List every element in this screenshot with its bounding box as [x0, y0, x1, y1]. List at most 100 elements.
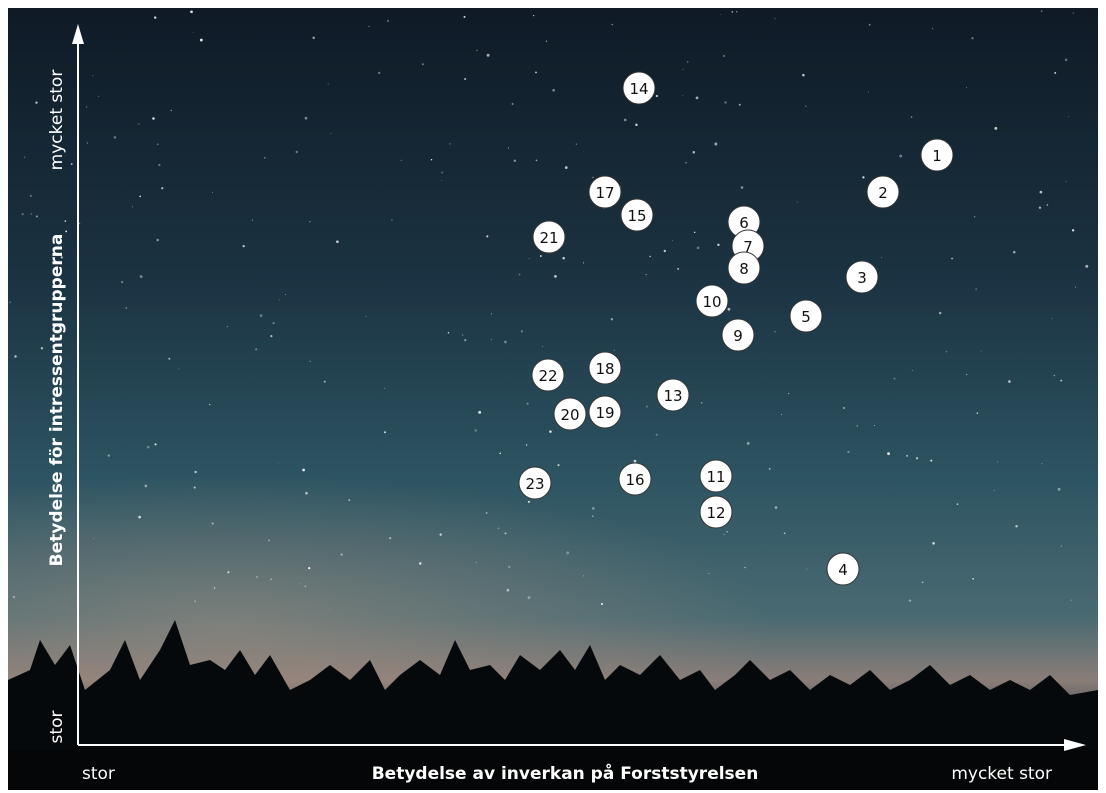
point-label: 22	[538, 367, 557, 385]
star	[513, 159, 517, 163]
star	[1012, 250, 1016, 254]
star	[476, 49, 478, 51]
star	[915, 457, 919, 460]
star	[974, 216, 976, 218]
star	[1075, 286, 1076, 288]
point-marker	[553, 397, 587, 431]
star	[299, 583, 301, 585]
star	[746, 442, 750, 445]
point-label: 14	[629, 80, 648, 98]
point-label: 1	[932, 147, 942, 165]
point-label: 9	[733, 327, 743, 345]
point-label: 3	[857, 269, 867, 287]
star	[251, 219, 254, 221]
star	[35, 101, 38, 104]
star	[575, 143, 577, 145]
star	[774, 506, 778, 510]
star	[211, 522, 214, 525]
point-marker	[656, 378, 690, 412]
star	[583, 262, 585, 264]
star	[156, 143, 159, 146]
star	[139, 195, 142, 198]
star	[439, 533, 442, 536]
point-marker	[789, 299, 823, 333]
star	[723, 533, 725, 536]
star	[86, 106, 88, 108]
star	[497, 527, 500, 530]
star	[365, 315, 367, 317]
star	[873, 424, 875, 427]
star	[932, 28, 934, 30]
star	[475, 561, 478, 563]
y-axis-title: Betydelse för intressentgrupperna	[47, 234, 67, 567]
star	[731, 10, 734, 13]
star	[194, 470, 197, 474]
star	[309, 360, 311, 362]
star	[329, 608, 331, 610]
star	[686, 60, 689, 63]
star	[994, 126, 998, 130]
star	[486, 53, 490, 57]
star	[86, 142, 88, 144]
star	[9, 301, 12, 304]
star	[272, 322, 275, 325]
star	[368, 26, 370, 27]
star	[975, 288, 977, 290]
star	[724, 101, 727, 104]
star	[504, 340, 507, 344]
point-marker	[588, 175, 622, 209]
star	[199, 38, 203, 42]
star	[783, 532, 786, 535]
point-label: 23	[525, 475, 544, 493]
star	[268, 539, 271, 542]
star	[336, 240, 339, 244]
star	[527, 596, 531, 600]
star	[464, 339, 467, 342]
star	[113, 136, 117, 139]
star	[193, 486, 196, 489]
star	[613, 349, 615, 351]
star	[610, 318, 614, 321]
star	[98, 95, 100, 97]
point-label: 5	[801, 308, 811, 326]
point-label: 4	[838, 561, 848, 579]
star	[945, 350, 948, 353]
star	[263, 156, 266, 159]
star	[1040, 10, 1043, 12]
point-marker	[532, 220, 566, 254]
star	[485, 512, 488, 514]
star	[649, 255, 651, 258]
star	[908, 599, 912, 602]
star	[868, 23, 871, 26]
point-marker	[695, 284, 729, 318]
star	[993, 489, 995, 491]
star	[966, 87, 968, 89]
star	[256, 576, 258, 578]
star	[486, 235, 489, 238]
star	[802, 73, 805, 77]
star	[227, 571, 230, 574]
star	[194, 600, 196, 603]
star	[384, 387, 386, 389]
star	[125, 306, 128, 309]
star	[1054, 71, 1057, 74]
star	[663, 249, 667, 253]
star	[490, 339, 492, 341]
star	[645, 274, 647, 276]
star	[672, 240, 674, 242]
star	[255, 348, 258, 351]
star	[966, 374, 968, 376]
star	[506, 588, 510, 592]
star	[774, 18, 776, 20]
star	[170, 109, 172, 112]
star	[1065, 180, 1067, 182]
star	[535, 159, 538, 162]
star	[1070, 599, 1072, 601]
star	[312, 36, 315, 40]
star	[30, 213, 32, 215]
star	[192, 31, 194, 33]
star	[526, 402, 529, 405]
star	[787, 392, 790, 395]
star	[528, 258, 530, 260]
